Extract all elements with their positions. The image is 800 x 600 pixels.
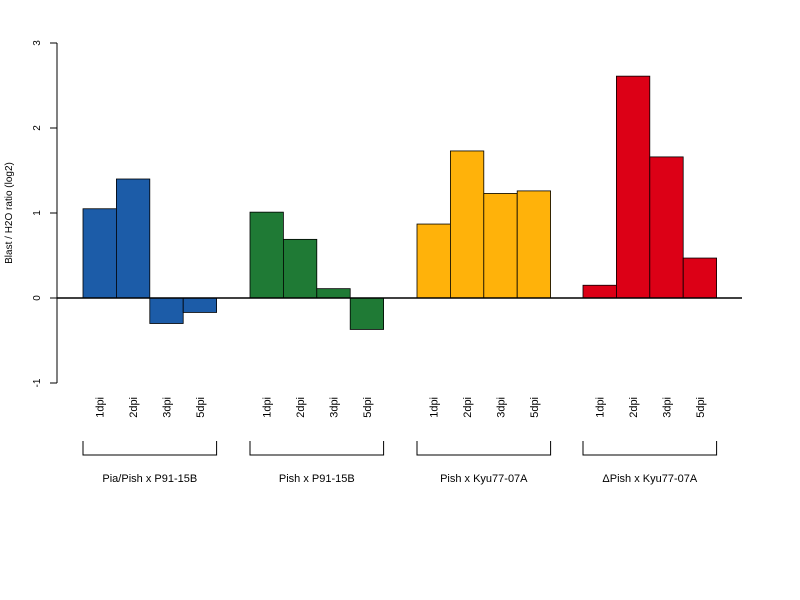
bars — [82, 75, 718, 330]
bar-1-3dpi — [149, 297, 184, 324]
bar-2-2dpi — [282, 238, 318, 299]
category-label: 3dpi — [662, 397, 674, 418]
group-label: Pia/Pish x P91-15B — [102, 473, 197, 485]
group-label: Pish x Kyu77-07A — [440, 473, 528, 485]
category-label: 2dpi — [628, 397, 640, 418]
y-axis-title: Blast / H2O ratio (log2) — [4, 162, 15, 264]
bar-2-3dpi — [316, 288, 351, 299]
bar-3-2dpi — [449, 150, 485, 299]
bar-4-5dpi — [682, 257, 718, 299]
bar-4-1dpi — [582, 284, 617, 299]
category-label: 1dpi — [95, 397, 107, 418]
group-bracket — [249, 441, 385, 456]
bar-3-5dpi — [516, 190, 552, 299]
y-tick-label: 2 — [32, 125, 43, 131]
category-label: 1dpi — [595, 397, 607, 418]
y-tick-label: -1 — [32, 378, 43, 387]
bar-1-2dpi — [116, 178, 151, 299]
category-label: 3dpi — [162, 397, 174, 418]
bar-4-2dpi — [616, 75, 651, 299]
bar-1-1dpi — [82, 208, 117, 299]
category-label: 2dpi — [295, 397, 307, 418]
bar-3-1dpi — [416, 223, 451, 299]
category-label: 5dpi — [362, 397, 374, 418]
bar-1-5dpi — [182, 297, 217, 313]
group-label: Pish x P91-15B — [279, 473, 355, 485]
bar-2-5dpi — [349, 297, 385, 330]
group-label: ΔPish x Kyu77-07A — [602, 473, 697, 485]
y-tick-label: 0 — [32, 295, 43, 301]
group-bracket — [82, 441, 218, 456]
y-tick-label: 1 — [32, 210, 43, 216]
bar-2-1dpi — [249, 211, 284, 299]
category-label: 5dpi — [195, 397, 207, 418]
category-label: 1dpi — [262, 397, 274, 418]
y-tick-label: 3 — [32, 40, 43, 46]
category-label: 5dpi — [529, 397, 541, 418]
category-label: 3dpi — [496, 397, 508, 418]
group-bracket — [582, 441, 718, 456]
category-label: 2dpi — [462, 397, 474, 418]
group-brackets: Pia/Pish x P91-15B Pish x P91-15B Pish x K… — [82, 441, 718, 485]
category-label: 1dpi — [429, 397, 441, 418]
bar-3-3dpi — [483, 193, 518, 299]
category-labels: 1dpi 2dpi 3dpi 5dpi 1dpi 2dpi 3dpi 5dpi 1dpi 2dpi… — [95, 397, 707, 418]
y-axis: -1 0 1 2 3 — [32, 40, 58, 387]
category-label: 2dpi — [128, 397, 140, 418]
category-label: 5dpi — [695, 397, 707, 418]
bar-4-3dpi — [649, 156, 684, 299]
group-bracket — [416, 441, 552, 456]
category-label: 3dpi — [329, 397, 341, 418]
